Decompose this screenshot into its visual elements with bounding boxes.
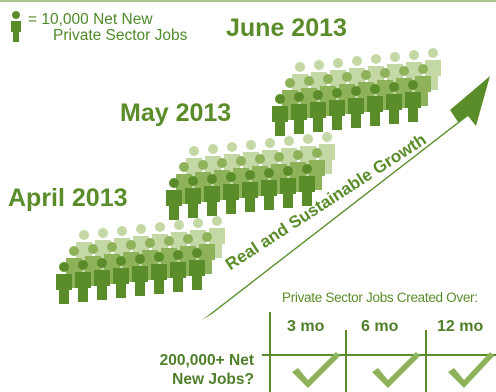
person-icon xyxy=(405,80,421,122)
legend-line-1: = 10,000 Net New xyxy=(28,11,153,28)
person-icon xyxy=(386,82,402,124)
column-3mo: 3 mo xyxy=(287,318,325,335)
person-icon xyxy=(56,262,72,304)
person-icon xyxy=(329,88,345,130)
column-12mo: 12 mo xyxy=(437,318,484,335)
person-icon xyxy=(132,254,148,296)
person-icon xyxy=(94,258,110,300)
person-icon xyxy=(348,86,364,128)
person-icon xyxy=(272,94,288,136)
period-label-june: June 2013 xyxy=(226,14,347,42)
person-icon xyxy=(166,178,182,220)
legend-line-2: Private Sector Jobs xyxy=(53,27,188,44)
person-icon xyxy=(113,256,129,298)
row-label-line-1: 200,000+ Net xyxy=(159,352,254,369)
table-grid xyxy=(262,312,496,392)
row-label-line-2: New Jobs? xyxy=(172,371,254,388)
crowd-june xyxy=(272,48,441,136)
person-icon xyxy=(151,252,167,294)
person-icon xyxy=(223,172,239,214)
check-icon xyxy=(372,352,420,388)
person-icon xyxy=(280,166,296,208)
person-icon xyxy=(170,250,186,292)
person-icon xyxy=(75,260,91,302)
person-icon xyxy=(261,168,277,210)
person-icon xyxy=(189,248,205,290)
person-icon xyxy=(185,176,201,218)
crowd-may xyxy=(166,132,335,220)
person-icon xyxy=(299,164,315,206)
person-icon xyxy=(291,92,307,134)
crowd-april xyxy=(56,216,225,304)
person-icon xyxy=(204,174,220,216)
period-label-april: April 2013 xyxy=(8,184,128,212)
person-icon xyxy=(310,90,326,132)
table-header: Private Sector Jobs Created Over: xyxy=(282,290,478,305)
check-icon xyxy=(448,352,494,388)
period-label-may: May 2013 xyxy=(120,99,232,127)
person-icon xyxy=(367,84,383,126)
legend-text: = 10,000 Net New Private Sector Jobs xyxy=(28,12,248,44)
check-icon xyxy=(292,352,340,388)
person-icon xyxy=(242,170,258,212)
person-icon xyxy=(11,11,21,42)
top-rule xyxy=(0,0,496,2)
column-6mo: 6 mo xyxy=(361,318,399,335)
